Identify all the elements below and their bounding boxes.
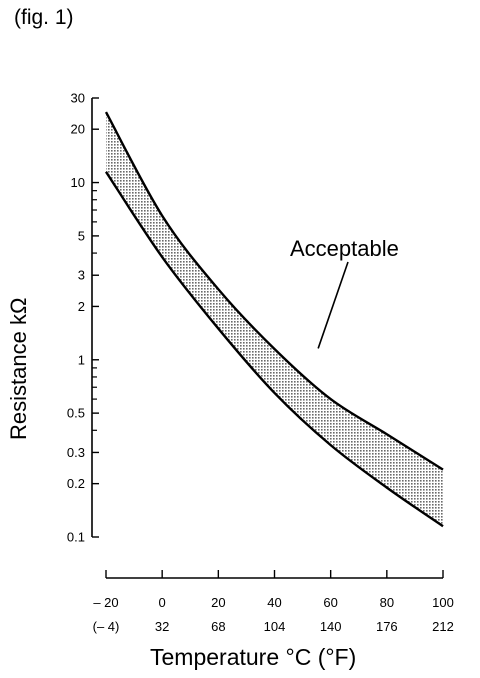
figure-label: (fig. 1) (14, 6, 74, 29)
x-tick-label-f: 68 (211, 619, 225, 634)
y-tick-label: 0.5 (67, 406, 85, 421)
x-tick-label-c: 100 (432, 595, 454, 610)
y-tick-label: 2 (78, 299, 85, 314)
y-tick-label: 30 (71, 91, 85, 106)
x-tick-label-f: 32 (155, 619, 169, 634)
y-tick-label: 0.1 (67, 530, 85, 545)
upper-limit-line (104, 111, 444, 471)
y-tick-label: 0.3 (67, 445, 85, 460)
x-tick-label-c: – 20 (93, 595, 118, 610)
x-tick-label-f: 212 (432, 619, 454, 634)
y-tick-label: 5 (78, 228, 85, 243)
x-tick-label-c: 80 (380, 595, 394, 610)
x-tick-label-f: 140 (320, 619, 342, 634)
x-tick-label-c: 40 (267, 595, 281, 610)
y-tick-label: 20 (71, 122, 85, 137)
x-tick-label-c: 60 (323, 595, 337, 610)
y-tick-label: 1 (78, 352, 85, 367)
acceptable-band (106, 112, 443, 527)
x-tick-label-f: 176 (376, 619, 398, 634)
x-axis-label: Temperature °C (°F) (150, 644, 357, 670)
annotation-leader-line (317, 261, 349, 349)
x-tick-label-c: 20 (211, 595, 225, 610)
y-tick-label: 10 (71, 175, 85, 190)
x-tick-label-f: 104 (264, 619, 286, 634)
x-tick-label-f: (– 4) (93, 619, 120, 634)
x-tick-label-c: 0 (159, 595, 166, 610)
y-tick-label: 3 (78, 268, 85, 283)
annotation-acceptable: Acceptable (290, 236, 399, 261)
lower-limit-line (104, 171, 444, 528)
y-tick-label: 0.2 (67, 476, 85, 491)
